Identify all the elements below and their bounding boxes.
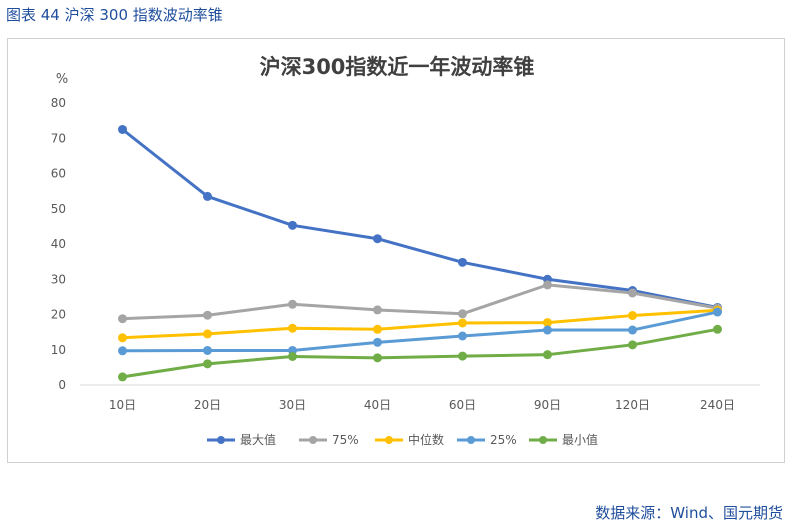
x-axis-ticks: 10日 20日 30日 40日 60日 90日 120日 240日 <box>109 398 735 412</box>
data-point <box>118 314 127 324</box>
data-point <box>628 311 637 321</box>
data-point <box>288 299 297 309</box>
data-point <box>628 340 637 350</box>
data-point <box>118 124 127 134</box>
data-point <box>373 324 382 334</box>
data-point <box>288 220 297 230</box>
legend-marker <box>467 436 475 444</box>
data-point <box>458 309 467 319</box>
x-tick-label: 60日 <box>449 398 476 412</box>
data-point <box>203 191 212 201</box>
data-point <box>713 307 722 317</box>
legend-marker <box>385 436 393 444</box>
x-tick-label: 90日 <box>534 398 561 412</box>
y-tick-label: 60 <box>51 167 66 181</box>
data-point <box>288 323 297 333</box>
y-tick-label: 70 <box>51 131 66 145</box>
y-tick-label: 10 <box>51 343 66 357</box>
data-point <box>458 257 467 267</box>
data-point <box>543 325 552 335</box>
data-point <box>373 353 382 363</box>
x-tick-label: 30日 <box>279 398 306 412</box>
series-line <box>121 308 719 340</box>
x-tick-label: 240日 <box>700 398 735 412</box>
legend-label: 最大值 <box>240 432 276 447</box>
data-point <box>203 329 212 339</box>
data-point <box>203 310 212 320</box>
series-line <box>121 283 719 321</box>
data-point <box>118 333 127 343</box>
series-layer <box>118 124 722 382</box>
data-point <box>118 346 127 356</box>
legend-label: 最小值 <box>562 432 598 447</box>
data-point <box>543 350 552 360</box>
x-tick-label: 10日 <box>109 398 136 412</box>
legend: 最大值 75% 中位数 25% 最小值 <box>207 432 598 447</box>
data-point <box>458 351 467 361</box>
series-line <box>121 327 719 379</box>
series-line <box>121 127 719 309</box>
data-point <box>713 324 722 334</box>
legend-label: 中位数 <box>408 432 444 447</box>
figure-caption: 图表 44 沪深 300 指数波动率锥 <box>6 6 223 24</box>
chart-title: 沪深300指数近一年波动率锥 <box>260 55 535 79</box>
data-point <box>628 325 637 335</box>
y-axis-ticks: 0 10 20 30 40 50 60 70 80 <box>51 96 66 392</box>
data-point <box>288 351 297 361</box>
x-tick-label: 20日 <box>194 398 221 412</box>
series-line <box>121 310 719 353</box>
x-tick-label: 120日 <box>615 398 650 412</box>
y-tick-label: 50 <box>51 202 66 216</box>
legend-label: 25% <box>490 433 517 447</box>
x-tick-label: 40日 <box>364 398 391 412</box>
data-point <box>458 318 467 328</box>
y-tick-label: 30 <box>51 272 66 286</box>
y-tick-label: 40 <box>51 237 66 251</box>
data-point <box>118 372 127 382</box>
data-point <box>543 280 552 290</box>
y-tick-label: 80 <box>51 96 66 110</box>
data-point <box>543 318 552 328</box>
chart-frame <box>7 38 785 463</box>
data-point <box>373 337 382 347</box>
y-tick-label: 0 <box>58 378 66 392</box>
source-note: 数据来源：Wind、国元期货 <box>595 504 783 522</box>
data-point <box>373 305 382 315</box>
legend-label: 75% <box>332 433 359 447</box>
y-axis-unit: % <box>56 72 68 87</box>
y-tick-label: 20 <box>51 308 66 322</box>
data-point <box>203 359 212 369</box>
data-point <box>628 288 637 298</box>
data-point <box>203 345 212 355</box>
data-point <box>373 234 382 244</box>
legend-marker <box>539 436 547 444</box>
data-point <box>458 331 467 341</box>
legend-marker <box>309 436 317 444</box>
legend-marker <box>217 436 225 444</box>
